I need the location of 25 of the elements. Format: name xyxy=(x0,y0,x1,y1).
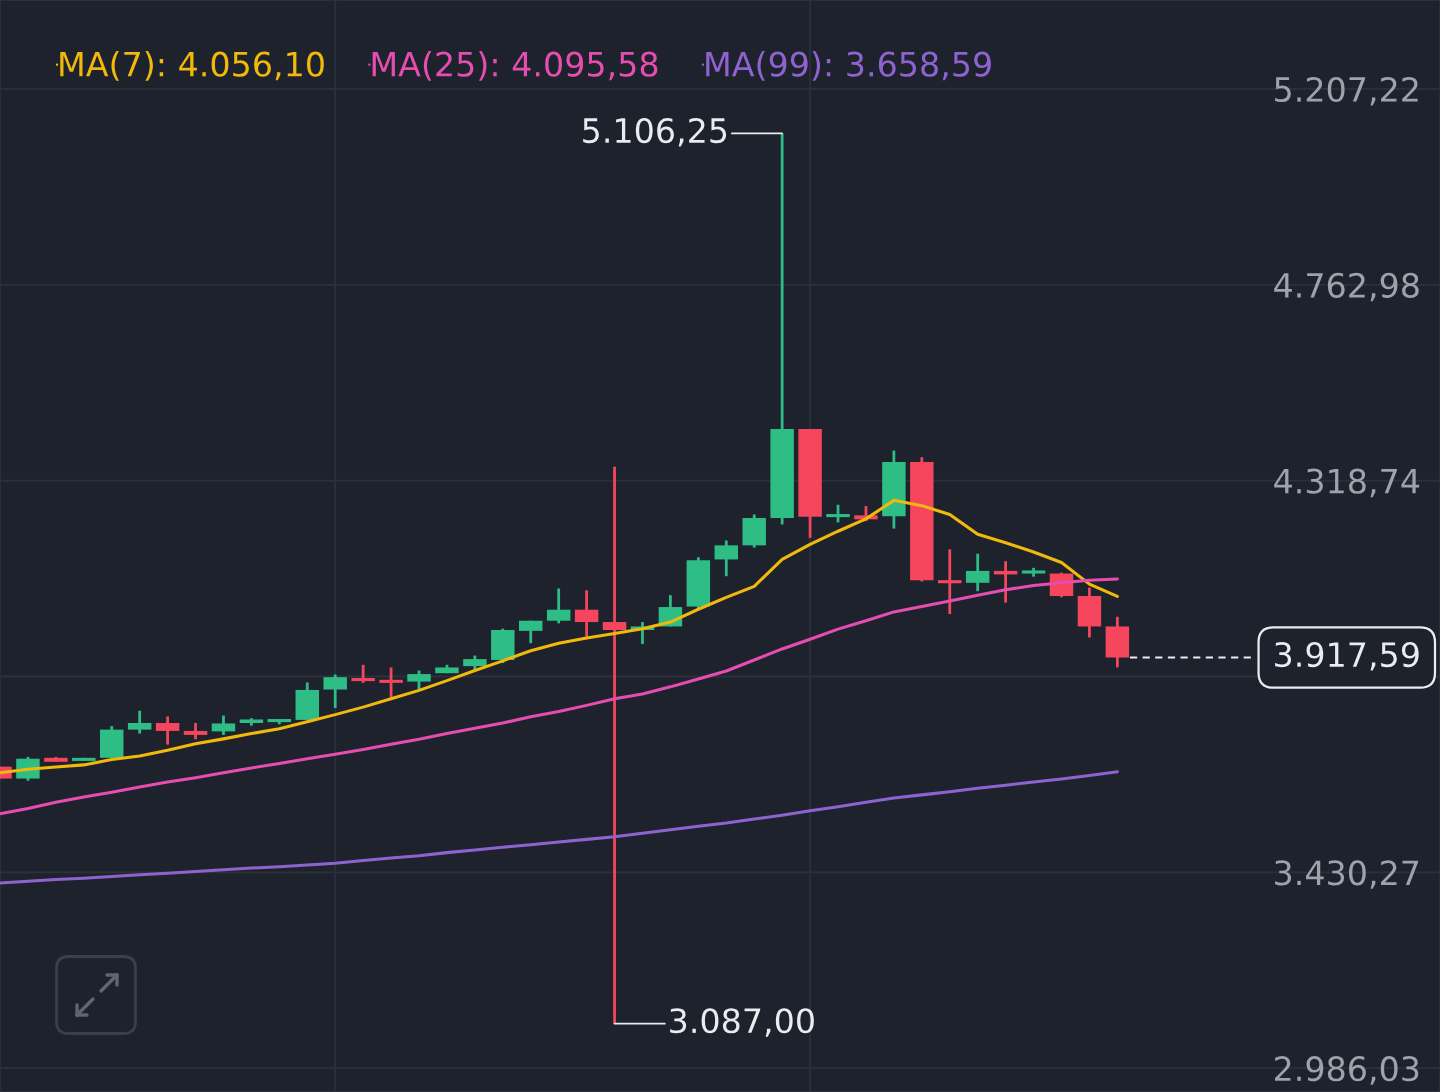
line-series xyxy=(0,770,1119,885)
line-series xyxy=(0,577,1119,816)
candlestick xyxy=(379,666,403,699)
annotation: 3.087,00 xyxy=(670,1008,814,1037)
candlestick xyxy=(965,552,990,593)
ref-line-label: 3.917,59 xyxy=(1275,641,1419,671)
candlestick xyxy=(211,714,236,737)
y-tick-label: 2.986,03 xyxy=(1275,1056,1419,1085)
annotation: 5.106,25 xyxy=(583,117,727,147)
candlestick xyxy=(351,663,375,685)
candlestick xyxy=(407,669,431,691)
y-tick-label: 4.762,98 xyxy=(1274,272,1419,302)
y-tick-label: 4.318,74 xyxy=(1274,468,1420,498)
candlestick xyxy=(938,547,962,616)
candlestick xyxy=(602,465,627,1026)
legend-label: MA(99): 3.658,59 xyxy=(706,51,991,81)
candlestick xyxy=(127,709,152,735)
legend-label: MA(25): 4.095,58 xyxy=(372,51,658,81)
y-tick-label: 3.430,27 xyxy=(1275,860,1419,889)
candlestick xyxy=(323,673,347,710)
candlestick xyxy=(714,539,739,578)
candlestick xyxy=(155,715,180,746)
candlestick xyxy=(546,587,571,625)
legend-label: MA(7): 4.056,10 xyxy=(60,51,324,81)
y-tick-label: 5.207,22 xyxy=(1275,76,1418,106)
